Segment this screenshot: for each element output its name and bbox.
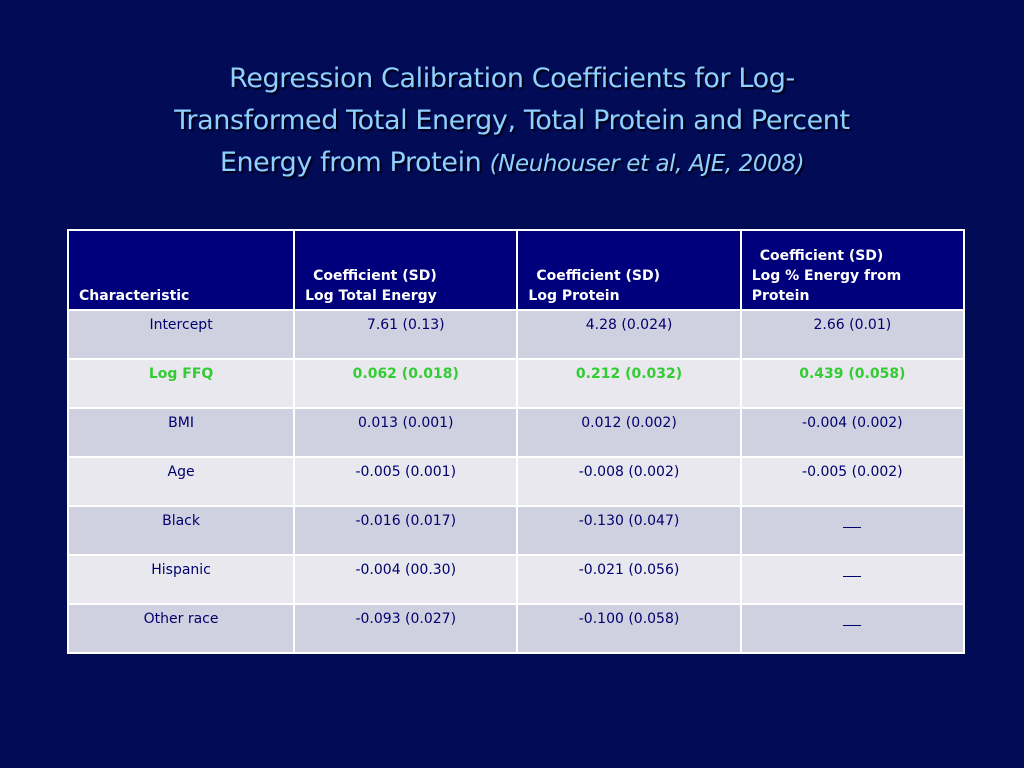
header-2-line-2: Log Protein	[528, 288, 620, 304]
cell-log-pct-energy: -0.005 (0.002)	[739, 456, 966, 507]
cell-log-pct-energy	[739, 505, 966, 556]
header-log-total-energy: Coefficient (SD) Log Total Energy	[293, 229, 519, 311]
cell-log-protein: -0.100 (0.058)	[516, 603, 742, 654]
header-2-line-1: Coefficient (SD)	[536, 268, 661, 284]
header-1-line-2: Log Total Energy	[305, 288, 437, 304]
title-line-1: Regression Calibration Coefficients for …	[229, 63, 795, 94]
cell-log-total-energy: 0.013 (0.001)	[293, 407, 519, 458]
cell-log-total-energy: -0.016 (0.017)	[293, 505, 519, 556]
cell-log-total-energy: -0.093 (0.027)	[293, 603, 519, 654]
header-characteristic: Characteristic	[66, 229, 296, 311]
title-line-3: Energy from Protein (Neuhouser et al, AJ…	[60, 142, 964, 185]
table-header-row: Characteristic Coefficient (SD) Log Tota…	[66, 229, 966, 311]
header-log-pct-energy-protein: Coefficient (SD) Log % Energy from Prote…	[739, 229, 966, 311]
cell-log-total-energy: -0.004 (00.30)	[293, 554, 519, 605]
cell-log-pct-energy: -0.004 (0.002)	[739, 407, 966, 458]
not-applicable-dash	[843, 513, 862, 528]
cell-log-protein: -0.130 (0.047)	[516, 505, 742, 556]
title-line-3-text: Energy from Protein	[219, 147, 482, 178]
table-row: Black -0.016 (0.017) -0.130 (0.047)	[66, 505, 966, 556]
coefficients-table: Characteristic Coefficient (SD) Log Tota…	[66, 229, 966, 654]
row-label: Other race	[66, 603, 296, 654]
cell-log-pct-energy	[739, 554, 966, 605]
table-row: Age -0.005 (0.001) -0.008 (0.002) -0.005…	[66, 456, 966, 507]
cell-log-total-energy: 0.062 (0.018)	[293, 358, 519, 409]
not-applicable-dash	[843, 611, 862, 626]
row-label: Age	[66, 456, 296, 507]
row-label: BMI	[66, 407, 296, 458]
slide-title: Regression Calibration Coefficients for …	[60, 58, 964, 185]
header-log-protein: Coefficient (SD) Log Protein	[516, 229, 742, 311]
header-3-line-2: Log % Energy from Protein	[751, 268, 902, 304]
title-line-2: Transformed Total Energy, Total Protein …	[174, 105, 850, 136]
row-label: Log FFQ	[66, 358, 296, 409]
header-characteristic-label: Characteristic	[79, 288, 190, 304]
cell-log-pct-energy: 2.66 (0.01)	[739, 309, 966, 360]
cell-log-total-energy: 7.61 (0.13)	[293, 309, 519, 360]
row-label: Intercept	[66, 309, 296, 360]
table-row: Log FFQ 0.062 (0.018) 0.212 (0.032) 0.43…	[66, 358, 966, 409]
table-row: Hispanic -0.004 (00.30) -0.021 (0.056)	[66, 554, 966, 605]
header-3-line-1: Coefficient (SD)	[759, 248, 884, 264]
title-citation: (Neuhouser et al, AJE, 2008)	[489, 151, 805, 177]
cell-log-protein: 4.28 (0.024)	[516, 309, 742, 360]
cell-log-protein: -0.008 (0.002)	[516, 456, 742, 507]
cell-log-protein: 0.212 (0.032)	[516, 358, 742, 409]
cell-log-pct-energy	[739, 603, 966, 654]
row-label: Black	[66, 505, 296, 556]
cell-log-pct-energy: 0.439 (0.058)	[739, 358, 966, 409]
row-label: Hispanic	[66, 554, 296, 605]
table-row: Other race -0.093 (0.027) -0.100 (0.058)	[66, 603, 966, 654]
cell-log-protein: -0.021 (0.056)	[516, 554, 742, 605]
table-row: Intercept 7.61 (0.13) 4.28 (0.024) 2.66 …	[66, 309, 966, 360]
not-applicable-dash	[843, 562, 862, 577]
cell-log-total-energy: -0.005 (0.001)	[293, 456, 519, 507]
header-1-line-1: Coefficient (SD)	[313, 268, 437, 284]
table-row: BMI 0.013 (0.001) 0.012 (0.002) -0.004 (…	[66, 407, 966, 458]
cell-log-protein: 0.012 (0.002)	[516, 407, 742, 458]
